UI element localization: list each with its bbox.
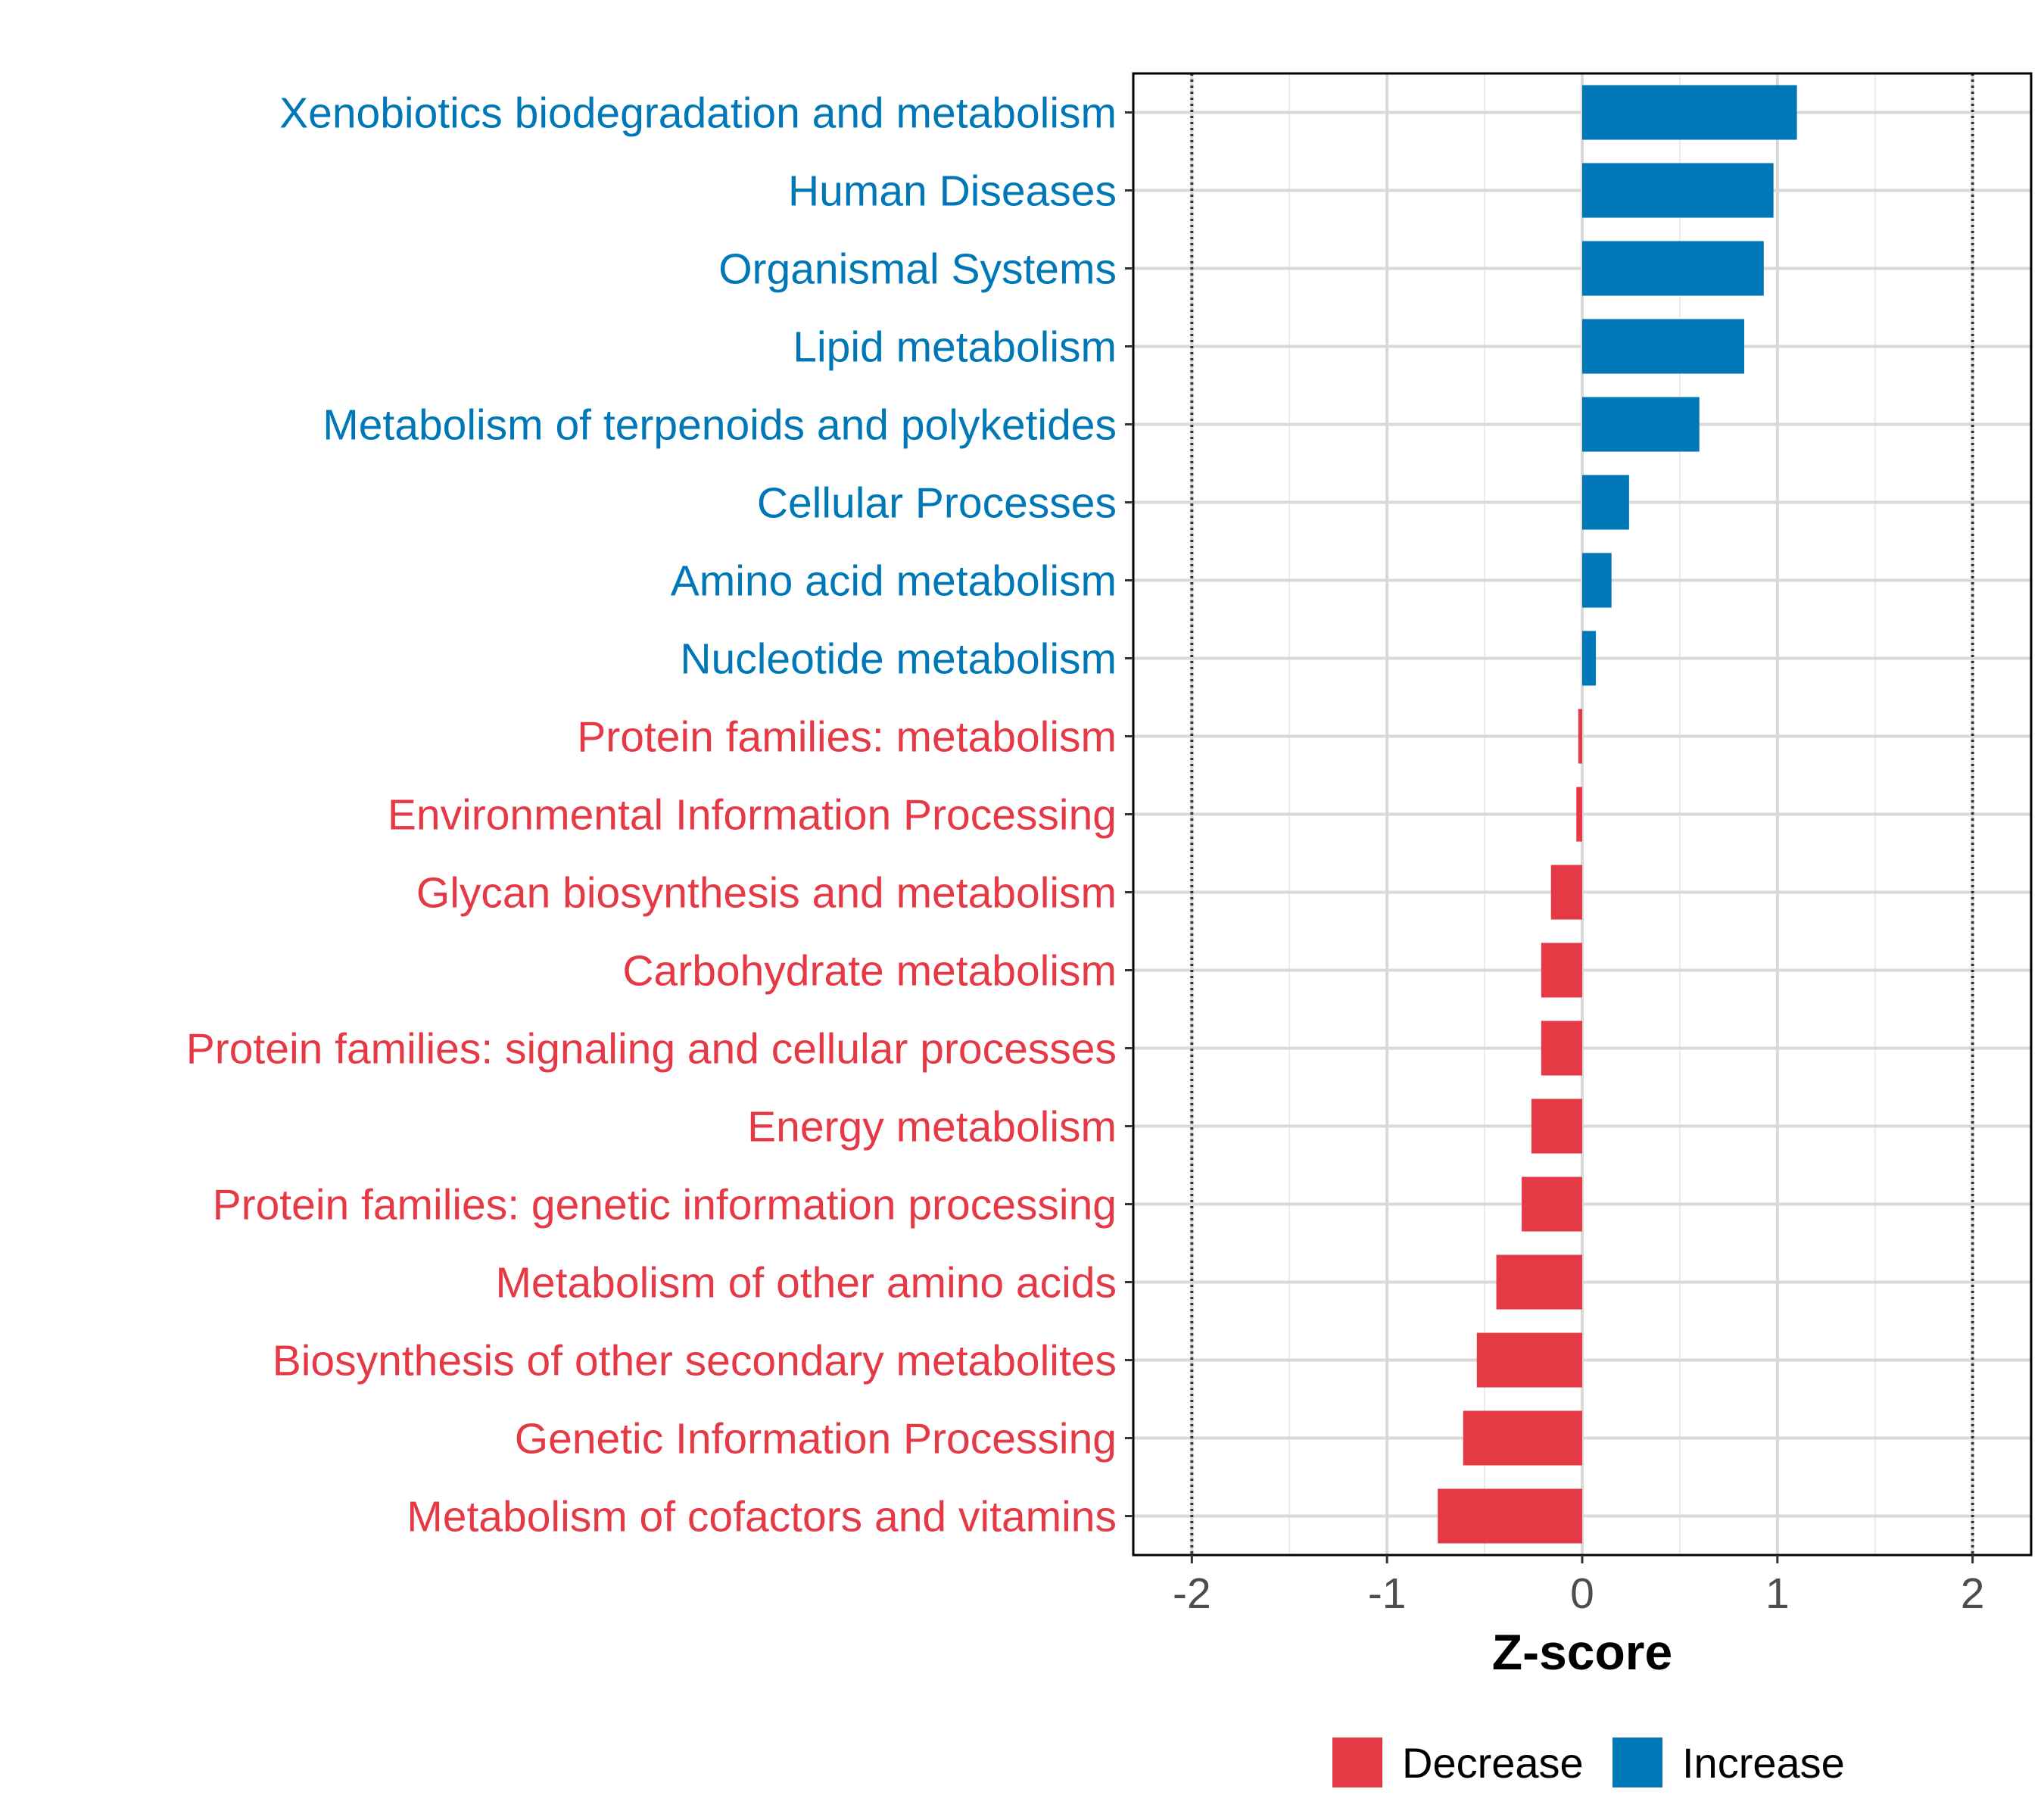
legend-swatch-increase (1612, 1738, 1662, 1787)
category-label: Protein families: metabolism (577, 713, 1117, 762)
category-label: Protein families: genetic information pr… (213, 1181, 1117, 1230)
bar-decrease (1541, 943, 1582, 998)
x-axis-tick-layer: -2 -1 0 1 2 (1173, 1555, 1985, 1618)
x-tick-label: -2 (1173, 1569, 1211, 1618)
category-label: Lipid metabolism (793, 323, 1117, 372)
bar-decrease (1463, 1410, 1582, 1466)
bar-increase (1582, 397, 1700, 452)
category-label: Genetic Information Processing (515, 1415, 1117, 1463)
category-label: Carbohydrate metabolism (622, 947, 1117, 996)
category-label: Energy metabolism (747, 1103, 1117, 1152)
bar-decrease (1522, 1177, 1582, 1232)
category-label: Cellular Processes (757, 479, 1117, 528)
category-label: Biosynthesis of other secondary metaboli… (273, 1337, 1117, 1385)
category-label: Protein families: signaling and cellular… (186, 1025, 1117, 1074)
bar-decrease (1438, 1488, 1582, 1544)
bar-decrease (1576, 787, 1582, 842)
bar-decrease (1496, 1254, 1582, 1310)
legend-label-increase: Increase (1682, 1739, 1845, 1787)
reference-line-layer (1190, 73, 1974, 1555)
category-label: Xenobiotics biodegradation and metabolis… (279, 89, 1117, 138)
bar-decrease (1550, 865, 1582, 920)
category-label: Organismal Systems (718, 245, 1117, 294)
bar-increase (1582, 553, 1612, 608)
category-label: Environmental Information Processing (388, 791, 1117, 840)
bar-layer (1438, 85, 1797, 1544)
legend-swatch-decrease (1332, 1738, 1382, 1787)
category-label: Human Diseases (788, 167, 1117, 216)
bar-decrease (1476, 1332, 1582, 1388)
category-label: Metabolism of cofactors and vitamins (407, 1493, 1117, 1541)
x-axis-title: Z-score (1492, 1624, 1672, 1680)
bar-decrease (1531, 1099, 1582, 1154)
category-label: Metabolism of terpenoids and polyketides (322, 401, 1117, 450)
category-label: Amino acid metabolism (671, 557, 1117, 606)
bar-increase (1582, 163, 1774, 218)
bar-increase (1582, 85, 1797, 140)
x-tick-label: 1 (1765, 1569, 1790, 1618)
bar-increase (1582, 631, 1597, 686)
category-label: Glycan biosynthesis and metabolism (416, 869, 1117, 918)
x-tick-label: 0 (1570, 1569, 1594, 1618)
x-tick-label: 2 (1961, 1569, 1985, 1618)
bar-increase (1582, 241, 1764, 296)
category-label: Metabolism of other amino acids (495, 1259, 1117, 1307)
x-tick-label: -1 (1368, 1569, 1407, 1618)
bar-increase (1582, 319, 1744, 374)
bar-decrease (1541, 1021, 1582, 1076)
category-label-layer: Xenobiotics biodegradation and metabolis… (186, 89, 1133, 1541)
bar-decrease (1578, 709, 1582, 764)
bar-increase (1582, 475, 1629, 530)
category-label: Nucleotide metabolism (680, 635, 1117, 684)
legend-label-decrease: Decrease (1402, 1739, 1584, 1787)
legend: Decrease Increase (1332, 1738, 1845, 1787)
